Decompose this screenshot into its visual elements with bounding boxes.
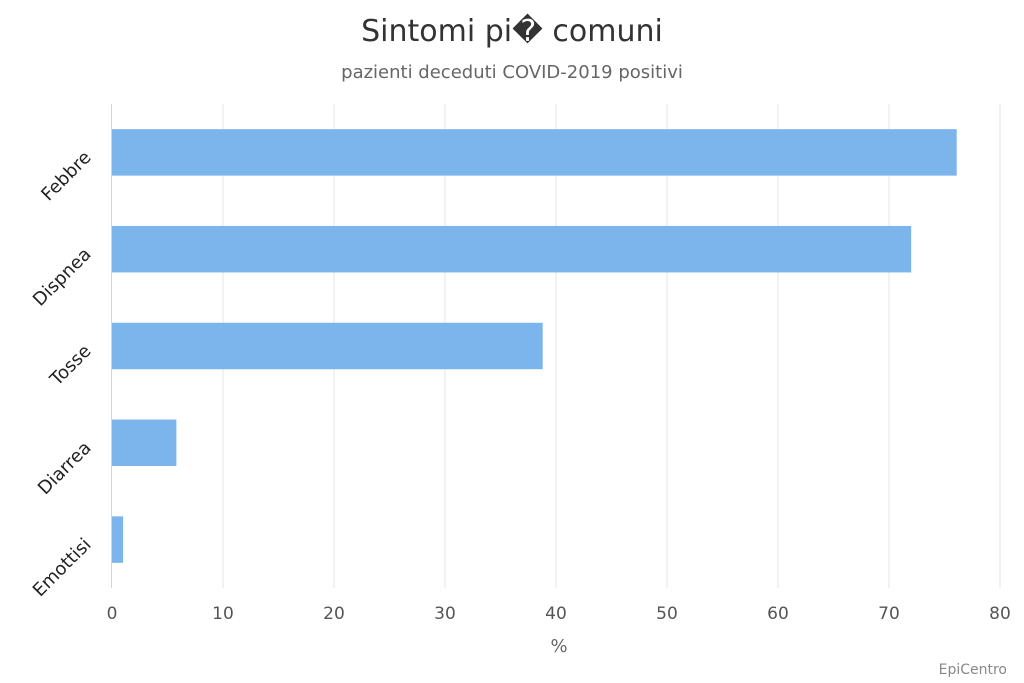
chart-subtitle: pazienti deceduti COVID-2019 positivi	[341, 62, 683, 83]
category-label: Febbre	[37, 147, 95, 205]
credit-label: EpiCentro	[939, 662, 1007, 678]
category-label: Dispnea	[29, 244, 96, 311]
x-axis-title: %	[550, 636, 567, 657]
x-tick-labels: 0 10 20 30 40 50 60 70 80	[107, 604, 1011, 624]
bar-diarrea[interactable]	[112, 419, 177, 467]
x-tick-label: 60	[767, 604, 789, 624]
category-label: Tosse	[45, 341, 95, 391]
bar-febbre[interactable]	[112, 129, 957, 176]
x-tick-label: 30	[434, 604, 456, 624]
x-tick-label: 0	[107, 604, 118, 624]
category-label: Emottisi	[29, 534, 96, 601]
category-label: Diarrea	[34, 437, 96, 499]
category-labels: Febbre Dispnea Tosse Diarrea Emottisi	[29, 147, 96, 601]
x-tick-label: 10	[212, 604, 234, 624]
x-tick-label: 50	[656, 604, 678, 624]
x-tick-label: 80	[989, 604, 1011, 624]
bar-dispnea[interactable]	[112, 225, 912, 273]
bars	[112, 129, 957, 563]
bar-tosse[interactable]	[112, 322, 543, 370]
bar-emottisi[interactable]	[112, 516, 124, 563]
x-tick-label: 70	[878, 604, 900, 624]
chart-title: Sintomi pi� comuni	[361, 13, 663, 49]
x-tick-label: 40	[545, 604, 567, 624]
x-tick-label: 20	[323, 604, 345, 624]
